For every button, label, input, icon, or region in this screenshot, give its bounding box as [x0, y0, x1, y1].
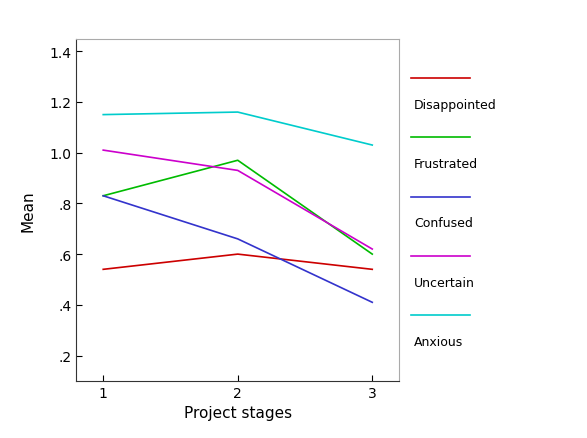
Frustrated	[369, 252, 376, 257]
Text: Anxious: Anxious	[414, 335, 463, 348]
Frustrated	[100, 194, 107, 199]
Anxious	[100, 113, 107, 118]
Confused	[234, 237, 241, 242]
Anxious	[234, 110, 241, 116]
X-axis label: Project stages: Project stages	[184, 406, 292, 420]
Anxious	[369, 143, 376, 148]
Y-axis label: Mean: Mean	[21, 190, 36, 231]
Text: Disappointed: Disappointed	[414, 99, 497, 112]
Line: Confused: Confused	[103, 196, 372, 303]
Disappointed	[369, 267, 376, 272]
Line: Frustrated: Frustrated	[103, 161, 372, 254]
Line: Uncertain: Uncertain	[103, 151, 372, 250]
Text: Frustrated: Frustrated	[414, 158, 478, 171]
Text: Uncertain: Uncertain	[414, 276, 475, 289]
Confused	[369, 300, 376, 305]
Uncertain	[369, 247, 376, 252]
Text: Confused: Confused	[414, 217, 473, 230]
Frustrated	[234, 158, 241, 163]
Disappointed	[100, 267, 107, 272]
Confused	[100, 194, 107, 199]
Line: Disappointed: Disappointed	[103, 254, 372, 270]
Uncertain	[100, 148, 107, 153]
Uncertain	[234, 168, 241, 173]
Line: Anxious: Anxious	[103, 113, 372, 146]
Disappointed	[234, 252, 241, 257]
